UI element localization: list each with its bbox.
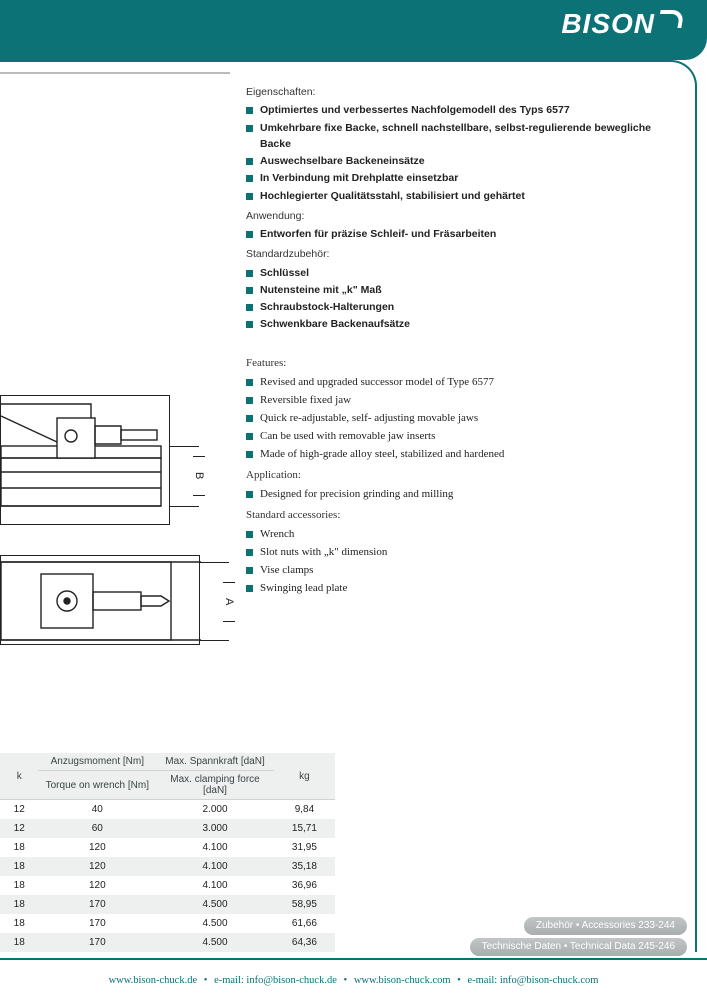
swoosh-icon bbox=[657, 10, 684, 28]
list-item: Schlüssel bbox=[246, 265, 676, 281]
list-item: Hochlegierter Qualitätsstahl, stabilisie… bbox=[246, 188, 676, 204]
dimension-label-b: B bbox=[193, 456, 205, 496]
header-bar: BISON bbox=[0, 0, 707, 60]
list-item: Umkehrbare fixe Backe, schnell nachstell… bbox=[246, 120, 676, 153]
col-kg: kg bbox=[274, 753, 335, 800]
list-item: Vise clamps bbox=[246, 562, 676, 579]
spec-table-body: 12402.0009,84 12603.00015,71 181204.1003… bbox=[0, 800, 335, 953]
col-force-en: Max. clamping force [daN] bbox=[156, 771, 274, 800]
list-item: Auswechselbare Backeneinsätze bbox=[246, 153, 676, 169]
text-column: Eigenschaften: Optimiertes und verbesser… bbox=[246, 80, 676, 601]
zubehor-heading: Standardzubehör: bbox=[246, 246, 676, 262]
table-row: 181704.50064,36 bbox=[0, 933, 335, 952]
anwendung-heading: Anwendung: bbox=[246, 208, 676, 224]
brand-text: BISON bbox=[561, 8, 655, 40]
table-row: 181704.50058,95 bbox=[0, 895, 335, 914]
separator-icon: • bbox=[340, 975, 352, 986]
footer-url-com[interactable]: www.bison-chuck.com bbox=[354, 975, 451, 986]
footer-rule bbox=[0, 958, 707, 960]
technical-drawings: B A bbox=[0, 395, 230, 675]
table-row: 181704.50061,66 bbox=[0, 914, 335, 933]
drawing-svg bbox=[1, 556, 201, 646]
link-technical-data[interactable]: Technische Daten • Technical Data 245-24… bbox=[470, 938, 687, 956]
separator-icon: • bbox=[453, 975, 465, 986]
drawing-svg bbox=[1, 396, 171, 526]
footer: www.bison-chuck.de • e-mail: info@bison-… bbox=[0, 975, 707, 986]
list-item: Entworfen für präzise Schleif- und Fräsa… bbox=[246, 226, 676, 242]
table-row: 181204.10036,96 bbox=[0, 876, 335, 895]
list-item: Wrench bbox=[246, 526, 676, 543]
zubehor-list: Schlüssel Nutensteine mit „k" Maß Schrau… bbox=[246, 265, 676, 333]
eigenschaften-heading: Eigenschaften: bbox=[246, 84, 676, 100]
footer-email-com[interactable]: e-mail: info@bison-chuck.com bbox=[467, 975, 598, 986]
table-row: 181204.10035,18 bbox=[0, 857, 335, 876]
application-list: Designed for precision grinding and mill… bbox=[246, 486, 676, 503]
list-item: Quick re-adjustable, self- adjusting mov… bbox=[246, 410, 676, 427]
list-item: Optimiertes und verbessertes Nachfolgemo… bbox=[246, 102, 676, 118]
accessories-heading: Standard accessories: bbox=[246, 507, 676, 524]
table-row: 12603.00015,71 bbox=[0, 819, 335, 838]
list-item: Can be used with removable jaw inserts bbox=[246, 428, 676, 445]
col-force-de: Max. Spannkraft [daN] bbox=[156, 753, 274, 771]
footer-url-de[interactable]: www.bison-chuck.de bbox=[109, 975, 198, 986]
col-k: k bbox=[0, 753, 38, 800]
list-item: Swinging lead plate bbox=[246, 580, 676, 597]
spec-table: k Anzugsmoment [Nm] Max. Spannkraft [daN… bbox=[0, 753, 335, 952]
list-item: Schwenkbare Backenaufsätze bbox=[246, 316, 676, 332]
list-item: Schraubstock-Halterungen bbox=[246, 299, 676, 315]
col-torque-de: Anzugsmoment [Nm] bbox=[38, 753, 156, 771]
dimension-label-a: A bbox=[223, 582, 235, 622]
anwendung-list: Entworfen für präzise Schleif- und Fräsa… bbox=[246, 226, 676, 242]
accessories-list: Wrench Slot nuts with „k" dimension Vise… bbox=[246, 526, 676, 597]
separator-icon: • bbox=[200, 975, 212, 986]
footer-email-de[interactable]: e-mail: info@bison-chuck.de bbox=[214, 975, 337, 986]
top-rule bbox=[0, 72, 230, 74]
table-row: 12402.0009,84 bbox=[0, 800, 335, 820]
eigenschaften-list: Optimiertes und verbessertes Nachfolgemo… bbox=[246, 102, 676, 204]
list-item: Designed for precision grinding and mill… bbox=[246, 486, 676, 503]
list-item: Nutensteine mit „k" Maß bbox=[246, 282, 676, 298]
drawing-top: A bbox=[0, 555, 200, 645]
list-item: In Verbindung mit Drehplatte einsetzbar bbox=[246, 170, 676, 186]
application-heading: Application: bbox=[246, 467, 676, 484]
list-item: Revised and upgraded successor model of … bbox=[246, 374, 676, 391]
brand-logo: BISON bbox=[561, 8, 683, 40]
drawing-side: B bbox=[0, 395, 170, 525]
spec-table-wrap: k Anzugsmoment [Nm] Max. Spannkraft [daN… bbox=[0, 753, 335, 952]
list-item: Made of high-grade alloy steel, stabiliz… bbox=[246, 446, 676, 463]
col-torque-en: Torque on wrench [Nm] bbox=[38, 771, 156, 800]
link-accessories[interactable]: Zubehör • Accessories 233-244 bbox=[524, 917, 687, 935]
list-item: Reversible fixed jaw bbox=[246, 392, 676, 409]
features-list: Revised and upgraded successor model of … bbox=[246, 374, 676, 463]
features-heading: Features: bbox=[246, 355, 676, 372]
table-row: 181204.10031,95 bbox=[0, 838, 335, 857]
list-item: Slot nuts with „k" dimension bbox=[246, 544, 676, 561]
